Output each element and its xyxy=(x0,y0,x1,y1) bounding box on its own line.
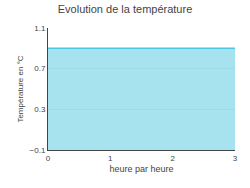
svg-text:Evolution de la température: Evolution de la température xyxy=(58,3,193,15)
svg-text:0.3: 0.3 xyxy=(34,105,46,114)
svg-text:1: 1 xyxy=(108,154,113,163)
svg-text:heure par heure: heure par heure xyxy=(109,164,173,174)
svg-text:0: 0 xyxy=(46,154,51,163)
svg-text:Température en °C: Température en °C xyxy=(16,55,25,122)
svg-text:−0.1: −0.1 xyxy=(30,146,46,155)
svg-text:1.1: 1.1 xyxy=(34,24,46,33)
svg-text:3: 3 xyxy=(233,154,238,163)
svg-text:2: 2 xyxy=(170,154,175,163)
svg-text:0.7: 0.7 xyxy=(34,64,46,73)
